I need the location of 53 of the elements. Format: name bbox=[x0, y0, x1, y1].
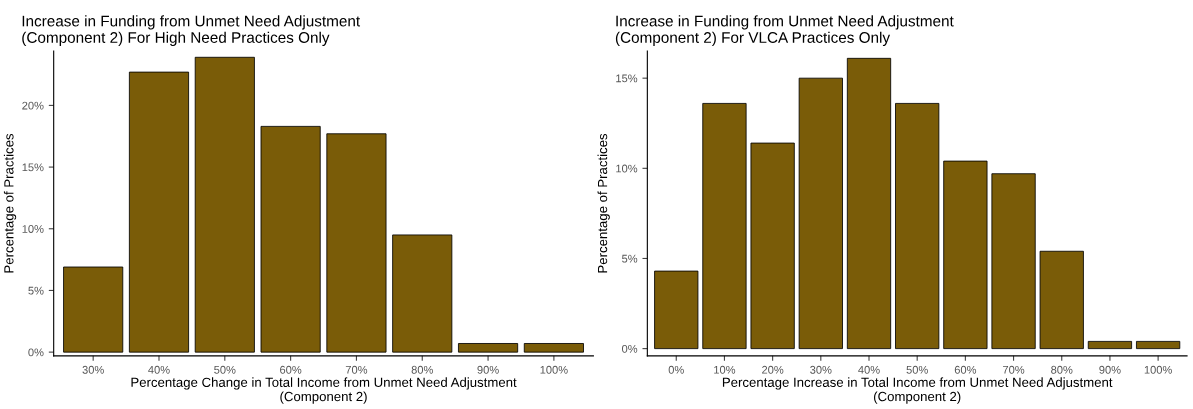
bar bbox=[1039, 250, 1084, 350]
y-tick-label: 15% bbox=[22, 163, 44, 172]
y-tick-label: 10% bbox=[22, 225, 44, 233]
x-axis-title: Percentage Change in Total Income from Unmet Need Adjustment (Component 2) bbox=[131, 377, 517, 404]
x-tick-label: 10% bbox=[714, 365, 736, 374]
bar bbox=[702, 102, 747, 350]
x-tick-label: 70% bbox=[1003, 365, 1025, 374]
y-tick-label: 10% bbox=[616, 164, 638, 173]
bar bbox=[458, 343, 519, 353]
bar bbox=[750, 142, 795, 350]
bar bbox=[392, 234, 453, 353]
x-tick-label: 100% bbox=[1144, 365, 1172, 374]
bar bbox=[1087, 340, 1133, 350]
bar bbox=[943, 160, 988, 350]
x-tick-label: 60% bbox=[954, 365, 977, 374]
x-tick-label: 40% bbox=[148, 365, 170, 374]
bar bbox=[991, 173, 1036, 350]
x-tick-label: 50% bbox=[214, 365, 236, 374]
bar bbox=[846, 57, 892, 350]
x-tick-label: 0% bbox=[668, 365, 684, 374]
y-tick-label: 15% bbox=[616, 74, 638, 83]
x-tick-label: 30% bbox=[82, 365, 104, 374]
y-tick-label: 20% bbox=[22, 101, 44, 110]
x-tick-label: 80% bbox=[1051, 365, 1073, 374]
y-tick-label: 5% bbox=[28, 286, 44, 295]
y-tick-label: 0% bbox=[28, 348, 44, 357]
x-tick-label: 70% bbox=[345, 365, 368, 374]
bar bbox=[895, 102, 940, 350]
bar bbox=[326, 133, 387, 353]
x-axis-title: Percentage Increase in Total Income from Unmet Need Adjustment (Component 2) bbox=[722, 377, 1113, 404]
bar bbox=[798, 77, 843, 350]
y-tick-label: 5% bbox=[622, 254, 638, 263]
bar bbox=[63, 266, 124, 353]
x-tick-label: 40% bbox=[858, 365, 880, 374]
bar bbox=[194, 56, 255, 353]
chart-title: Increase in Funding from Unmet Need Adjustment (Component 2) For VLCA Practices Only bbox=[615, 15, 954, 46]
bar bbox=[260, 125, 321, 353]
x-tick-label: 30% bbox=[810, 365, 832, 374]
x-tick-label: 80% bbox=[411, 365, 433, 374]
bar bbox=[523, 343, 584, 353]
bar bbox=[1136, 340, 1181, 350]
y-axis-title: Percentage of Practices bbox=[3, 133, 17, 273]
x-tick-label: 100% bbox=[540, 365, 568, 374]
chart-title: Increase in Funding from Unmet Need Adjustment (Component 2) For High Need Practices Only bbox=[22, 15, 361, 46]
x-tick-label: 90% bbox=[477, 365, 499, 374]
x-tick-label: 50% bbox=[906, 365, 928, 374]
y-tick-label: 0% bbox=[622, 344, 638, 353]
x-tick-label: 20% bbox=[762, 365, 784, 374]
bar bbox=[128, 71, 190, 353]
bar bbox=[654, 270, 699, 350]
x-tick-label: 90% bbox=[1099, 365, 1121, 374]
x-tick-label: 60% bbox=[280, 365, 302, 374]
y-axis-title: Percentage of Practices bbox=[597, 133, 610, 273]
